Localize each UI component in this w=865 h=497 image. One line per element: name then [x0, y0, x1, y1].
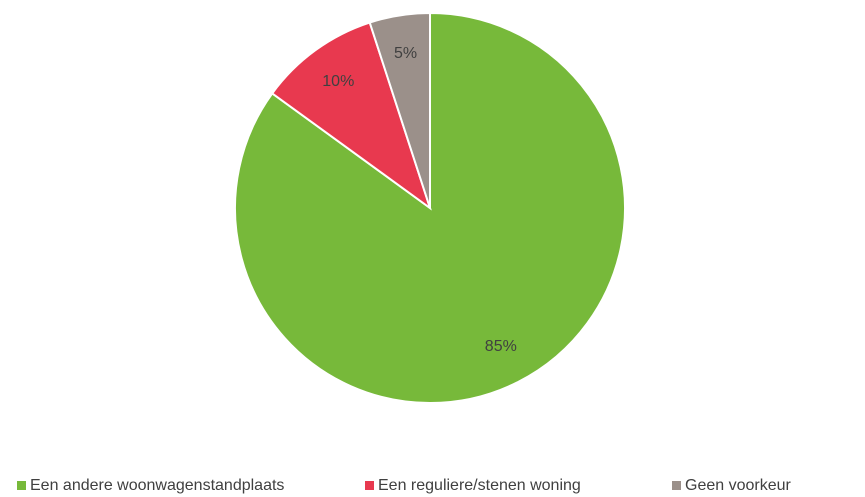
legend-label: Een andere woonwagenstandplaats: [30, 477, 284, 494]
legend-swatch: [672, 481, 681, 490]
pie-slice: [368, 11, 431, 209]
legend-swatch: [17, 481, 26, 490]
data-label: 85%: [485, 338, 517, 355]
legend-label: Geen voorkeur: [685, 477, 792, 494]
data-label: 10%: [322, 73, 354, 90]
pie-slice: [270, 21, 432, 211]
legend-label: Een reguliere/stenen woning: [378, 477, 581, 494]
data-label: 5%: [394, 45, 417, 62]
legend-swatch: [365, 481, 374, 490]
